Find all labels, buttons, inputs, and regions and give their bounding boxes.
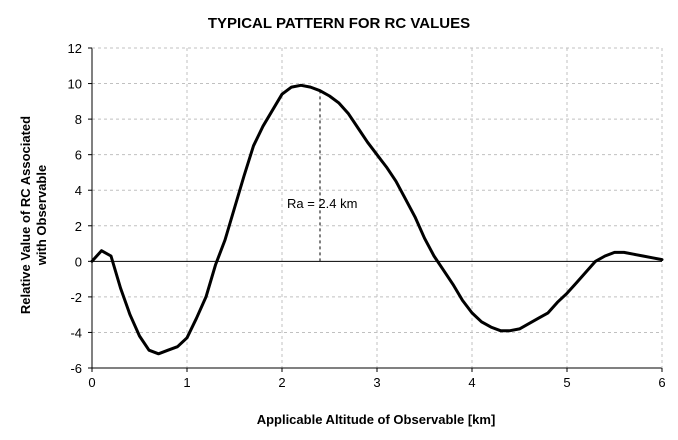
x-tick-labels: 0 1 2 3 4 5 6 bbox=[88, 375, 665, 390]
y-tick-label: -4 bbox=[70, 325, 82, 340]
series bbox=[90, 83, 664, 356]
y-tick-label: 2 bbox=[75, 219, 82, 234]
x-tick-label: 0 bbox=[88, 375, 95, 390]
grid bbox=[92, 48, 662, 368]
annotation: Ra = 2.4 km bbox=[287, 90, 357, 262]
y-tick-label: 10 bbox=[68, 77, 82, 92]
x-tick-label: 6 bbox=[658, 375, 665, 390]
x-tick-label: 2 bbox=[278, 375, 285, 390]
y-axis-label-line-1: Relative Value of RC Associated bbox=[18, 116, 33, 314]
x-tick-label: 4 bbox=[468, 375, 475, 390]
y-tick-label: 4 bbox=[75, 183, 82, 198]
x-tick-label: 5 bbox=[563, 375, 570, 390]
y-axis-label-line-2: with Observable bbox=[34, 165, 49, 266]
series-line bbox=[90, 83, 664, 356]
y-tick-label: 0 bbox=[75, 254, 82, 269]
x-tick-label: 3 bbox=[373, 375, 380, 390]
y-tick-label: -2 bbox=[70, 290, 82, 305]
y-axis-label-group: Relative Value of RC Associated with Obs… bbox=[18, 116, 49, 314]
y-tick-label: -6 bbox=[70, 361, 82, 376]
y-tick-labels: -6 -4 -2 0 2 4 6 8 10 12 bbox=[68, 41, 82, 376]
ra-annotation-label: Ra = 2.4 km bbox=[287, 196, 357, 211]
axes bbox=[88, 47, 663, 372]
y-tick-label: 6 bbox=[75, 148, 82, 163]
y-tick-label: 8 bbox=[75, 112, 82, 127]
chart-title: TYPICAL PATTERN FOR RC VALUES bbox=[208, 15, 470, 32]
x-tick-label: 1 bbox=[183, 375, 190, 390]
x-axis-label: Applicable Altitude of Observable [km] bbox=[257, 412, 496, 427]
y-tick-label: 12 bbox=[68, 41, 82, 56]
